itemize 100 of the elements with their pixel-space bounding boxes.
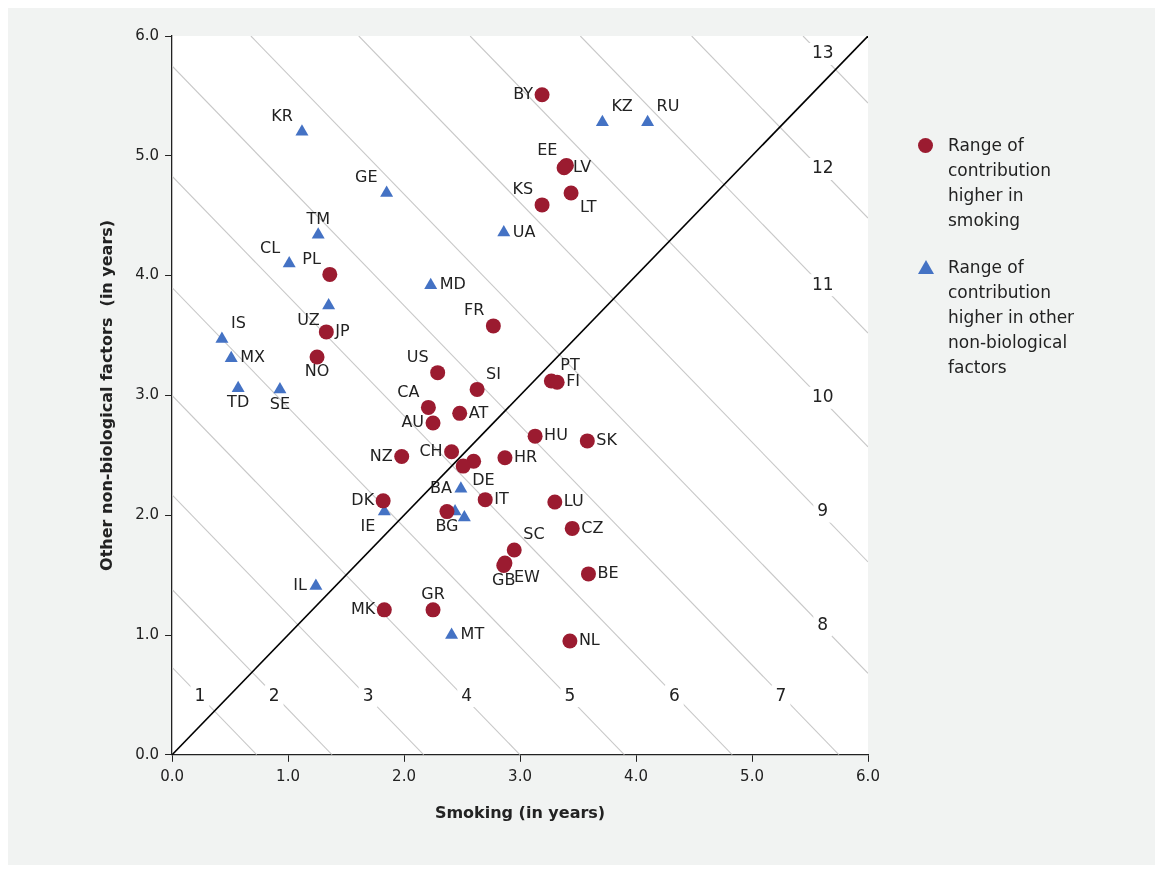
data-label: FR <box>464 300 485 320</box>
annotation: 13 <box>811 42 834 63</box>
data-label: IT <box>494 488 509 508</box>
data-label: KR <box>271 106 293 125</box>
data-label: GE <box>355 167 378 187</box>
data-label: MD <box>439 274 466 294</box>
point <box>455 458 471 474</box>
y-tick-label: 2.0 <box>135 505 160 524</box>
point <box>497 224 511 237</box>
point <box>295 124 309 136</box>
point <box>420 399 436 415</box>
data-label: BY <box>513 83 534 103</box>
data-label: MT <box>460 624 485 644</box>
data-label: KZ <box>611 96 633 116</box>
data-label: CA <box>397 381 420 401</box>
point <box>215 331 229 343</box>
point <box>564 520 580 536</box>
data-label: BA <box>429 478 452 497</box>
data-label: CH <box>419 440 443 460</box>
annotation: 6 <box>668 684 680 705</box>
data-label: DK <box>351 489 375 509</box>
point <box>439 504 455 520</box>
point <box>485 318 501 334</box>
x-tick-label: 6.0 <box>856 766 880 785</box>
point <box>580 566 596 582</box>
point <box>547 494 563 510</box>
annotation: 8 <box>817 613 829 634</box>
point <box>309 578 323 590</box>
data-label: UA <box>512 221 536 241</box>
data-label: LV <box>573 156 592 176</box>
x-tick-label: 3.0 <box>508 766 532 785</box>
y-tick-label: 6.0 <box>135 25 160 44</box>
point <box>425 602 441 618</box>
point <box>318 324 334 340</box>
point <box>444 444 460 460</box>
data-label: DE <box>472 470 495 490</box>
y-tick-label: 4.0 <box>135 265 160 284</box>
data-label: RU <box>656 96 680 116</box>
data-label: LT <box>580 197 597 217</box>
point <box>477 492 493 508</box>
point <box>506 542 522 558</box>
point <box>282 256 296 268</box>
data-label: GB <box>492 569 516 589</box>
y-tick-label: 5.0 <box>135 145 160 164</box>
point <box>273 381 287 394</box>
point <box>454 481 468 493</box>
point <box>380 185 394 197</box>
point <box>595 114 609 127</box>
data-label: IE <box>360 515 376 535</box>
point <box>579 433 595 449</box>
y-axis-title: Other non-biological factors (in years) <box>96 219 116 571</box>
data-label: CL <box>260 237 281 257</box>
point <box>430 365 446 381</box>
point <box>497 450 513 466</box>
point <box>425 415 441 431</box>
annotation: 12 <box>811 157 834 178</box>
x-axis-title: Smoking (in years) <box>434 802 606 822</box>
data-label: KS <box>512 179 534 199</box>
point <box>641 114 655 127</box>
point <box>375 493 391 509</box>
x-tick-label: 5.0 <box>740 766 764 785</box>
point <box>534 87 550 103</box>
point <box>322 298 336 310</box>
point <box>224 350 238 363</box>
data-label: HR <box>513 446 538 466</box>
x-tick-label: 4.0 <box>624 766 648 785</box>
point <box>322 266 338 282</box>
annotation: 2 <box>268 684 280 705</box>
annotation: 7 <box>775 684 787 705</box>
data-label: MK <box>351 599 376 618</box>
data-label: US <box>406 346 429 366</box>
data-label: TD <box>226 392 250 412</box>
point <box>563 185 579 201</box>
point <box>445 627 459 639</box>
x-tick-label: 2.0 <box>392 766 416 785</box>
y-tick-label: 3.0 <box>135 385 160 404</box>
data-label: SK <box>596 430 618 450</box>
data-label: UZ <box>297 309 320 329</box>
y-tick-label: 0.0 <box>135 744 160 763</box>
annotation: 3 <box>362 684 374 705</box>
y-tick-label: 1.0 <box>135 624 160 643</box>
data-label: MX <box>240 347 266 367</box>
data-label: GR <box>421 584 445 603</box>
data-label: BG <box>435 515 459 535</box>
point <box>562 633 578 649</box>
data-label: SC <box>523 524 545 544</box>
data-label: SE <box>269 393 291 413</box>
data-label: AU <box>401 412 425 432</box>
x-tick-label: 0.0 <box>160 766 184 785</box>
data-label: IL <box>293 575 307 595</box>
data-label: EE <box>537 139 558 159</box>
data-label: NZ <box>369 445 393 465</box>
point <box>424 277 438 289</box>
data-label: HU <box>544 425 568 445</box>
point <box>452 405 468 421</box>
data-label: LU <box>563 491 584 511</box>
point <box>376 602 392 618</box>
legend-label: Range of contribution higher in smoking <box>948 134 1053 232</box>
point <box>469 381 485 397</box>
data-label: TM <box>305 209 330 229</box>
